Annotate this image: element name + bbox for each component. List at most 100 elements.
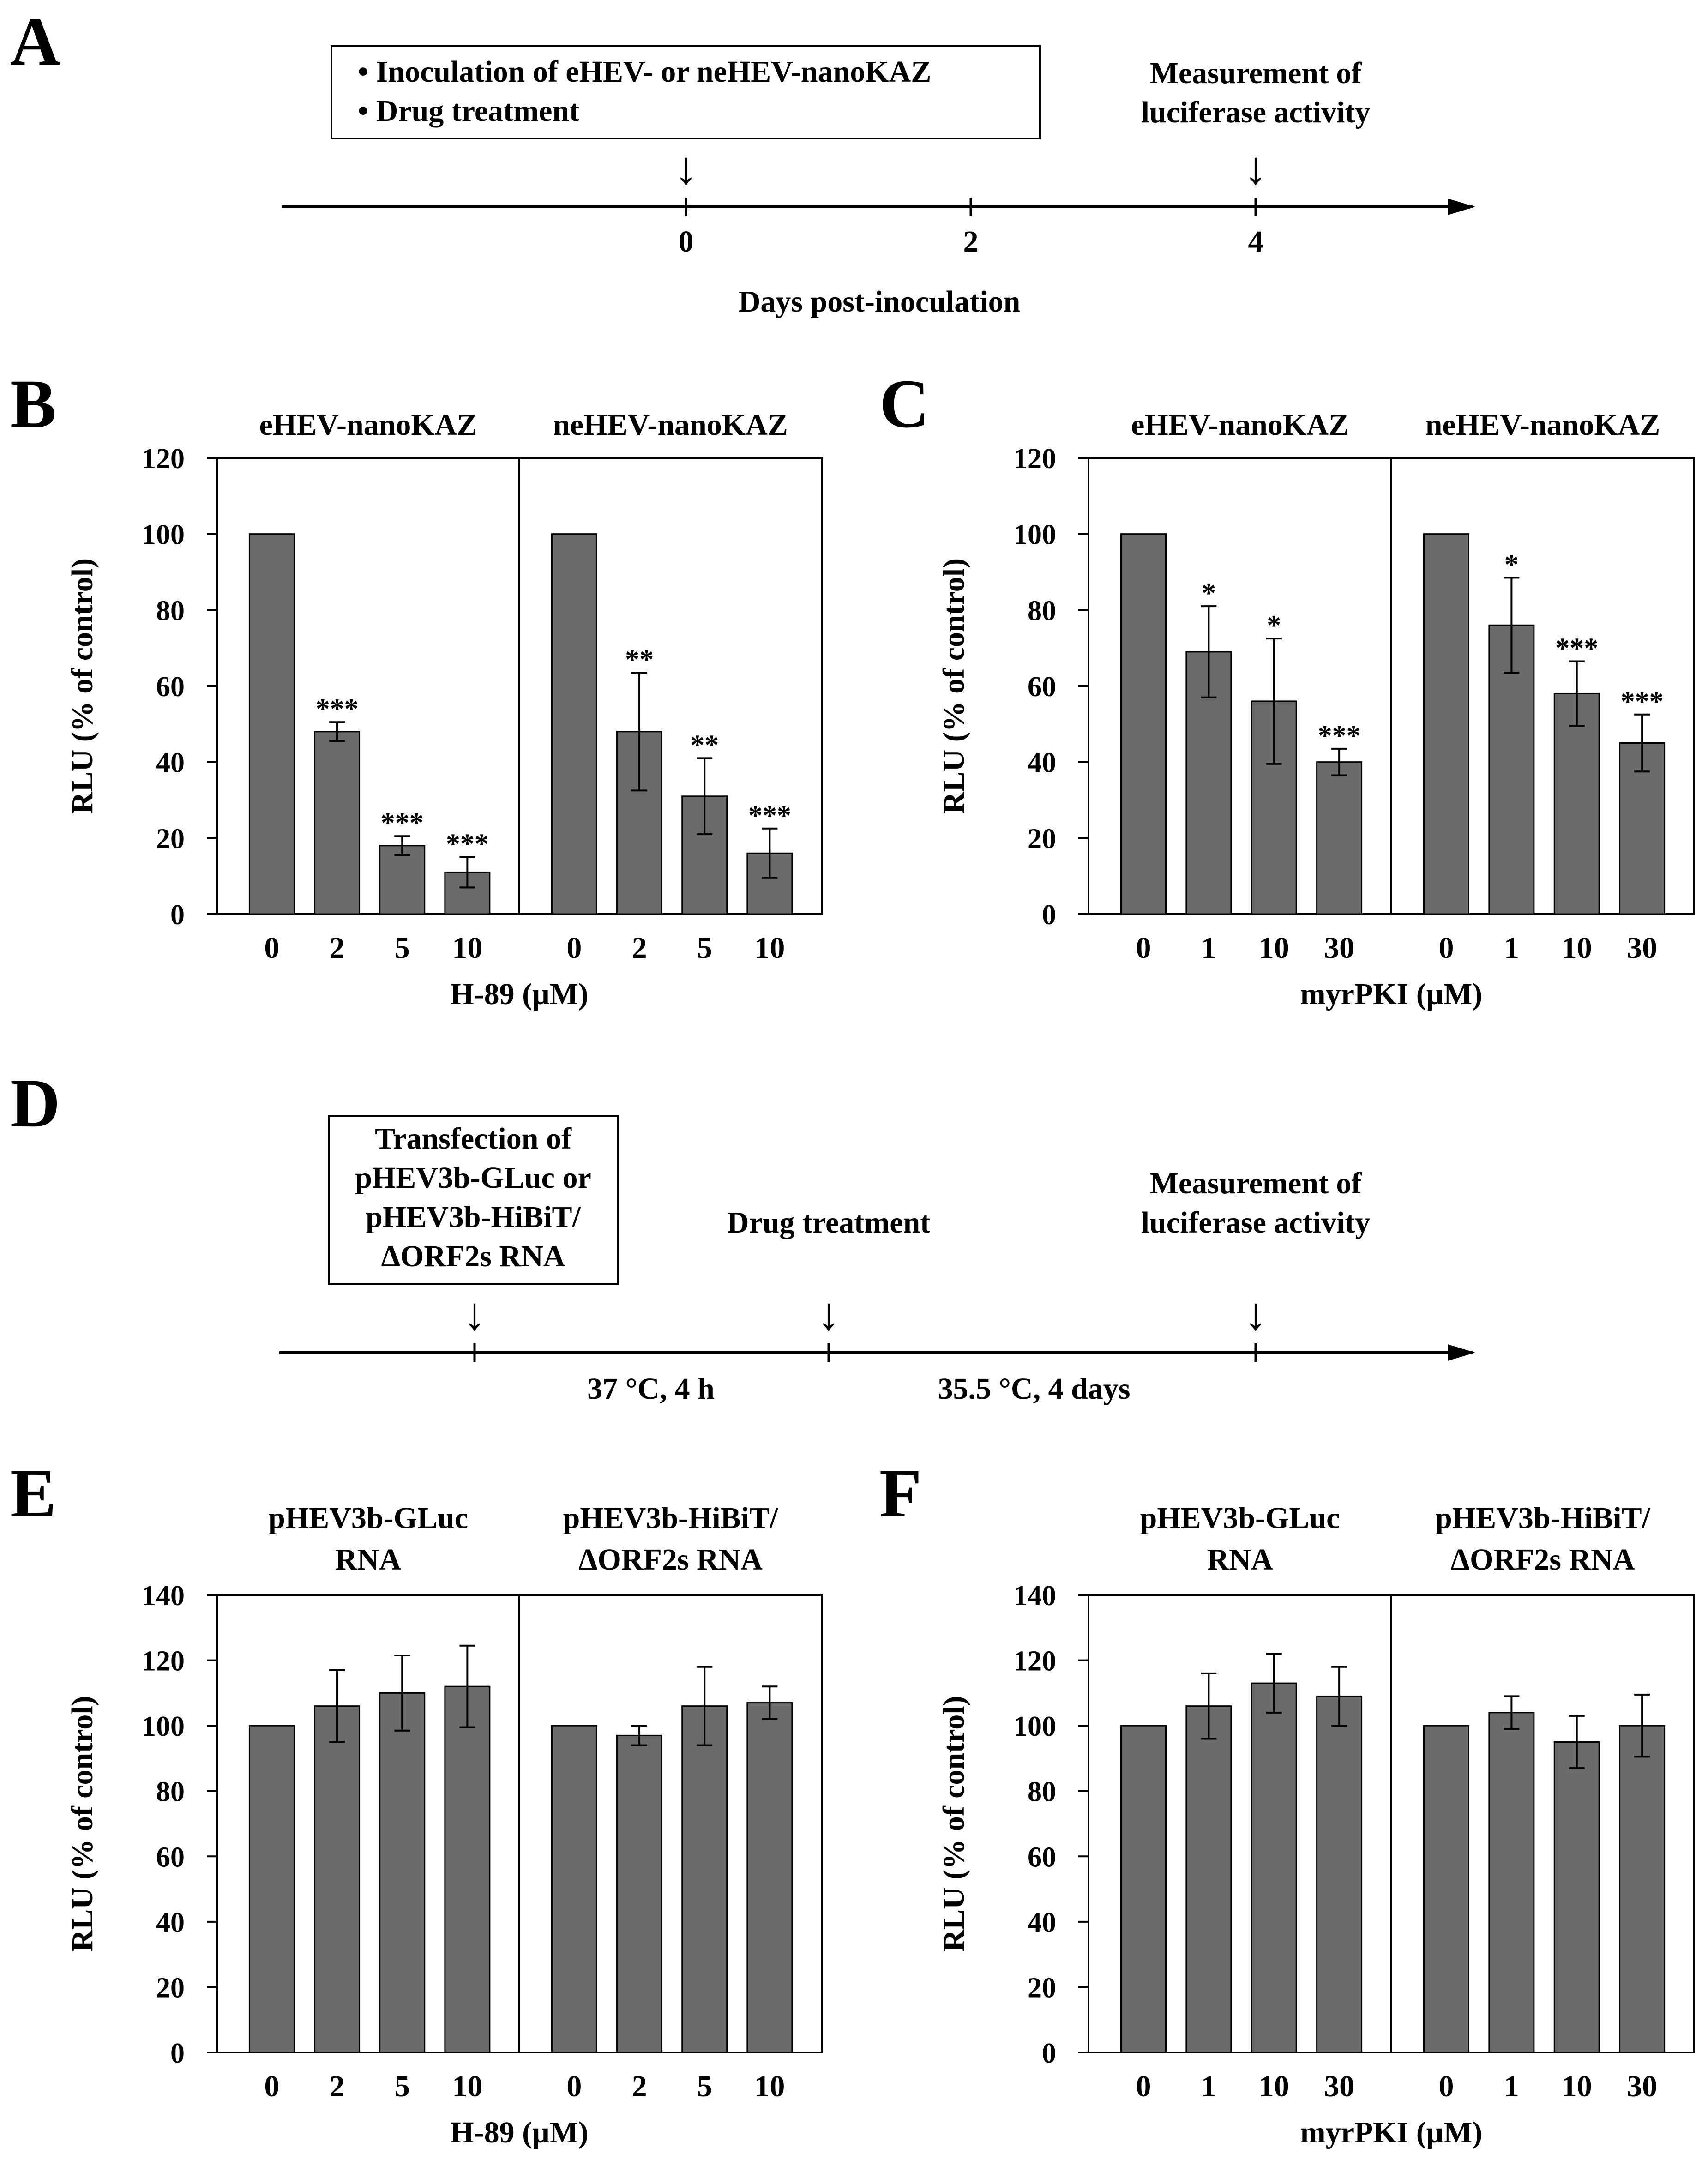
timeline-a-tick-label: 0 [679, 225, 694, 259]
chart-f-bar [1619, 1725, 1666, 2053]
chart-e-xtick-label: 5 [697, 2070, 712, 2103]
chart-e-bar [379, 1692, 426, 2053]
chart-f-ytick-label: 20 [1028, 1972, 1056, 2004]
timeline-d-segment-1-label: 37 °C, 4 h [587, 1372, 715, 1406]
chart-e-xtick-label: 10 [452, 2070, 482, 2103]
chart-f-xtick-label: 0 [1136, 2070, 1151, 2103]
panel-label-f: F [879, 1455, 922, 1532]
chart-b-xtick-label: 0 [264, 931, 279, 965]
chart-c-group-title: eHEV-nanoKAZ [1131, 408, 1349, 442]
chart-e-bar [248, 1725, 295, 2053]
chart-e-bar [746, 1702, 793, 2053]
chart-e-xtick-label: 2 [632, 2070, 647, 2103]
timeline-a-box-line-2: • Drug treatment [358, 94, 579, 128]
timeline-d-box-line-1: Transfection of [375, 1122, 572, 1155]
chart-e-group-title: ΔORF2s RNA [578, 1543, 763, 1576]
timeline-d-arrow-3: ↓ [1244, 1288, 1267, 1340]
chart-f-bar [1553, 1741, 1600, 2053]
chart-f-bar [1120, 1725, 1167, 2053]
chart-e-xtick-label: 5 [395, 2070, 410, 2103]
chart-c-xtick-label: 30 [1324, 931, 1354, 965]
chart-b-xtick-label: 2 [632, 931, 647, 965]
chart-b-bar [314, 731, 361, 915]
chart-f-ytick-label: 100 [1013, 1711, 1056, 1742]
chart-c-bar [1120, 533, 1167, 915]
chart-c-xtick-label: 1 [1504, 931, 1519, 965]
timeline-d-arrow-1: ↓ [463, 1288, 486, 1340]
chart-e-ytick-label: 140 [142, 1580, 185, 1612]
chart-e-ytick-label: 100 [142, 1711, 185, 1742]
chart-f-bar [1423, 1725, 1470, 2053]
chart-c-ytick-label: 120 [1013, 443, 1056, 475]
chart-c-xtick-label: 30 [1627, 931, 1657, 965]
chart-b-significance: *** [316, 693, 359, 725]
chart-c-significance: *** [1555, 632, 1598, 664]
chart-b-xtick-label: 5 [697, 931, 712, 965]
chart-b-bar [551, 533, 597, 915]
chart-e-xtick-label: 0 [264, 2070, 279, 2103]
chart-e-bar [444, 1685, 491, 2053]
chart-f-bar [1185, 1705, 1232, 2053]
chart-f-group-title: ΔORF2s RNA [1451, 1543, 1635, 1576]
timeline-d: Transfection of pHEV3b-GLuc or pHEV3b-Hi… [279, 1115, 1475, 1406]
chart-c-xtick-label: 0 [1439, 931, 1454, 965]
timeline-a-measure-line-1: Measurement of [1150, 56, 1362, 90]
chart-e-ytick-label: 80 [156, 1776, 185, 1808]
timeline-d-box-line-2: pHEV3b-GLuc or [355, 1161, 591, 1195]
panel-label-c: C [879, 366, 929, 442]
timeline-a-box-line-1: • Inoculation of eHEV- or neHEV-nanoKAZ [358, 55, 931, 89]
chart-b-ytick-label: 60 [156, 671, 185, 703]
chart-c-significance: *** [1621, 686, 1664, 717]
chart-f-xtick-label: 1 [1201, 2070, 1216, 2103]
chart-f-xtick-label: 30 [1627, 2070, 1657, 2103]
chart-b-ytick-label: 80 [156, 595, 185, 626]
chart-c-significance: * [1504, 549, 1519, 580]
chart-c-ytick-label: 20 [1028, 823, 1056, 854]
chart-c-bar [1423, 533, 1470, 915]
chart-b-group-title: eHEV-nanoKAZ [259, 408, 477, 442]
chart-f-bar [1251, 1682, 1297, 2053]
timeline-d-segment-2-label: 35.5 °C, 4 days [938, 1372, 1131, 1406]
timeline-d-box-line-3: pHEV3b-HiBiT/ [366, 1200, 581, 1234]
chart-c-xlabel: myrPKI (μM) [1300, 977, 1483, 1011]
chart-e-bar [681, 1705, 728, 2053]
chart-e-ylabel: RLU (% of control) [66, 1696, 99, 1951]
chart-c-xtick-label: 10 [1259, 931, 1289, 965]
timeline-a-box [331, 45, 1041, 139]
chart-c-xtick-label: 10 [1562, 931, 1592, 965]
chart-c-bar [1553, 692, 1600, 915]
timeline-a-arrow-0: ↓ [674, 143, 698, 194]
chart-e-xtick-label: 0 [566, 2070, 582, 2103]
timeline-a-tick-label: 2 [963, 225, 979, 259]
chart-f-ytick-label: 120 [1013, 1646, 1056, 1677]
chart-f-group-title: pHEV3b-HiBiT/ [1435, 1501, 1651, 1535]
chart-f-xtick-label: 0 [1439, 2070, 1454, 2103]
chart-f-xlabel: myrPKI (μM) [1300, 2116, 1483, 2149]
chart-f-xtick-label: 10 [1562, 2070, 1592, 2103]
chart-e-ytick-label: 40 [156, 1907, 185, 1938]
timeline-a-arrow-4: ↓ [1244, 143, 1267, 194]
timeline-a-tick-label: 4 [1248, 225, 1263, 259]
chart-f-xtick-label: 10 [1259, 2070, 1289, 2103]
timeline-a-axis-label: Days post-inoculation [739, 285, 1021, 319]
panel-label-d: D [10, 1065, 60, 1142]
timeline-d-measure-line-2: luciferase activity [1141, 1206, 1371, 1239]
chart-e-xtick-label: 10 [754, 2070, 785, 2103]
chart-f-ytick-label: 80 [1028, 1776, 1056, 1808]
chart-b-ylabel: RLU (% of control) [66, 558, 99, 814]
chart-e-xlabel: H-89 (μM) [450, 2116, 588, 2149]
chart-b-significance: ** [625, 644, 654, 675]
timeline-a-measure-line-2: luciferase activity [1141, 96, 1371, 129]
chart-e-bar [314, 1705, 361, 2053]
chart-f-ytick-label: 140 [1013, 1580, 1056, 1612]
chart-b-significance: *** [446, 829, 489, 860]
chart-b-significance: *** [748, 800, 791, 831]
chart-e-bar [551, 1725, 597, 2053]
chart-b-xtick-label: 0 [566, 931, 582, 965]
timeline-d-arrow-2: ↓ [817, 1288, 840, 1340]
chart-f-xtick-label: 1 [1504, 2070, 1519, 2103]
chart-c-ytick-label: 40 [1028, 747, 1056, 779]
chart-f-ytick-label: 0 [1042, 2038, 1056, 2069]
chart-b-ytick-label: 100 [142, 519, 185, 551]
chart-b-xlabel: H-89 (μM) [450, 977, 588, 1011]
